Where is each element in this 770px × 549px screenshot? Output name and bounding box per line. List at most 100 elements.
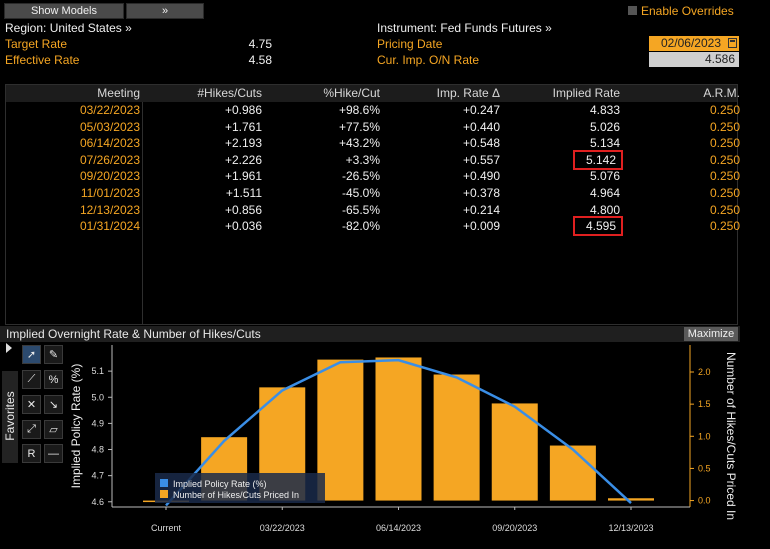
- cell-pct: +77.5%: [338, 119, 380, 134]
- table-row[interactable]: 03/22/2023 +0.986 +98.6% +0.247 4.833 0.250: [6, 102, 740, 118]
- effective-rate-value: 4.58: [248, 53, 272, 67]
- x-tick-label: 06/14/2023: [376, 523, 421, 533]
- pricing-date-value: 02/06/2023: [660, 36, 721, 50]
- bar: [433, 374, 480, 501]
- y-tick-label: 4.7: [91, 471, 104, 481]
- pen-tool-icon[interactable]: ✎: [44, 345, 63, 364]
- cell-delta: +0.009: [462, 219, 500, 234]
- x-tick-label: 03/22/2023: [260, 523, 305, 533]
- bar: [608, 498, 654, 501]
- trendline-tool-icon[interactable]: ✕: [22, 395, 41, 414]
- cur-imp-rate-label: Cur. Imp. O/N Rate: [377, 53, 480, 67]
- meetings-table: Meeting #Hikes/Cuts %Hike/Cut Imp. Rate …: [5, 84, 740, 325]
- cell-hikes: +0.036: [224, 219, 262, 234]
- line-tool-icon[interactable]: ⟋: [22, 370, 41, 389]
- cell-hikes: +2.193: [224, 136, 262, 151]
- pointer-tool-icon[interactable]: ➚: [22, 345, 41, 364]
- cell-delta: +0.557: [462, 152, 500, 167]
- channel-tool-icon[interactable]: ⤢: [22, 420, 41, 439]
- cell-hikes: +0.986: [224, 103, 262, 117]
- cell-pct: -65.5%: [341, 202, 380, 217]
- table-row[interactable]: 07/26/2023 +2.226 +3.3% +0.557 5.142 0.250: [6, 149, 740, 170]
- col-header-hikes[interactable]: #Hikes/Cuts: [197, 86, 262, 100]
- cell-arm: 0.250: [709, 136, 740, 151]
- toolbar-expand-icon[interactable]: [6, 343, 12, 353]
- enable-overrides-checkbox[interactable]: [628, 6, 637, 15]
- cur-imp-rate-input[interactable]: 4.586: [649, 52, 739, 67]
- cell-hikes: +2.226: [224, 152, 262, 167]
- cell-meeting: 09/20/2023: [79, 169, 140, 184]
- y-tick-label: 4.9: [91, 418, 104, 428]
- rectangle-tool-icon[interactable]: ▱: [44, 420, 63, 439]
- cell-pct: -26.5%: [341, 169, 380, 184]
- col-header-delta[interactable]: Imp. Rate Δ: [436, 86, 500, 100]
- y-tick-label: 5.1: [91, 366, 104, 376]
- y2-tick-label: 2.0: [698, 367, 711, 377]
- cell-delta: +0.440: [462, 119, 500, 134]
- legend-swatch-rate: [160, 479, 168, 487]
- cell-implied: 5.134: [589, 136, 620, 151]
- arrow-tool-icon[interactable]: ↘: [44, 395, 63, 414]
- pricing-date-input[interactable]: 02/06/2023: [649, 36, 739, 51]
- cell-meeting: 12/13/2023: [79, 202, 140, 217]
- text-tool-icon[interactable]: R: [22, 444, 41, 463]
- cell-arm: 0.250: [709, 202, 740, 217]
- cell-implied: 4.964: [589, 186, 620, 200]
- legend-label-hikes: Number of Hikes/Cuts Priced In: [173, 490, 299, 500]
- x-tick-label: Current: [151, 523, 182, 533]
- cell-pct: +98.6%: [338, 103, 380, 117]
- cell-implied: 4.833: [589, 103, 620, 117]
- implied-rate-line: [165, 358, 632, 507]
- table-row[interactable]: 12/13/2023 +0.856 -65.5% +0.214 4.800 0.250: [6, 202, 740, 218]
- implied-rate-chart[interactable]: 4.6 4.7 4.8 4.9 5.0 5.1 0.0 0.5 1.0 1.5 2.0 Implied…: [0, 342, 770, 549]
- cell-arm: 0.250: [709, 119, 740, 134]
- cell-hikes: +1.761: [224, 119, 262, 134]
- cell-implied: 5.026: [589, 119, 620, 134]
- table-row[interactable]: 09/20/2023 +1.961 -26.5% +0.490 5.076 0.250: [6, 168, 740, 184]
- show-models-button[interactable]: Show Models: [4, 3, 124, 19]
- percent-tool-icon[interactable]: %: [44, 370, 63, 389]
- y2-axis-title: Number of Hikes/Cuts Priced In: [724, 352, 738, 520]
- col-header-pct[interactable]: %Hike/Cut: [323, 86, 380, 100]
- y2-tick-label: 1.5: [698, 399, 711, 409]
- cell-hikes: +1.511: [225, 186, 262, 200]
- col-header-arm[interactable]: A.R.M.: [703, 86, 740, 100]
- cell-arm: 0.250: [709, 169, 740, 184]
- calendar-icon[interactable]: [728, 38, 737, 48]
- effective-rate-label: Effective Rate: [5, 53, 80, 67]
- cell-pct: -82.0%: [341, 219, 380, 234]
- cell-meeting: 07/26/2023: [79, 152, 140, 167]
- cell-arm: 0.250: [709, 103, 740, 117]
- table-header: Meeting #Hikes/Cuts %Hike/Cut Imp. Rate …: [6, 85, 740, 102]
- bar: [317, 359, 364, 501]
- cell-implied: 5.076: [589, 169, 620, 184]
- table-row[interactable]: 01/31/2024 +0.036 -82.0% +0.009 4.595 0.250: [6, 216, 740, 237]
- chart-panel-header: [0, 326, 740, 342]
- region-selector[interactable]: Region: United States »: [5, 21, 132, 35]
- instrument-selector[interactable]: Instrument: Fed Funds Futures »: [377, 21, 552, 35]
- horizontal-line-tool-icon[interactable]: —: [44, 444, 63, 463]
- enable-overrides-label[interactable]: Enable Overrides: [641, 4, 734, 18]
- column-divider: [142, 102, 143, 324]
- col-header-meeting[interactable]: Meeting: [97, 86, 140, 100]
- table-row[interactable]: 06/14/2023 +2.193 +43.2% +0.548 5.134 0.250: [6, 135, 740, 151]
- table-row[interactable]: 05/03/2023 +1.761 +77.5% +0.440 5.026 0.250: [6, 119, 740, 135]
- legend-swatch-hikes: [160, 490, 168, 498]
- cell-meeting: 03/22/2023: [79, 103, 140, 117]
- y-axis-title: Implied Policy Rate (%): [69, 364, 83, 489]
- cell-meeting: 06/14/2023: [79, 136, 140, 151]
- cell-arm: 0.250: [709, 152, 740, 167]
- y-tick-label: 4.6: [91, 497, 104, 507]
- y-tick-label: 5.0: [91, 392, 104, 402]
- favorites-tab[interactable]: Favorites: [2, 371, 18, 463]
- table-row[interactable]: 11/01/2023 +1.511 -45.0% +0.378 4.964 0.250: [6, 185, 740, 201]
- cell-meeting: 01/31/2024: [79, 219, 140, 234]
- cell-delta: +0.378: [462, 186, 500, 200]
- highlight-box: 5.142: [572, 149, 624, 170]
- cell-pct: -45.0%: [341, 186, 380, 200]
- col-header-implied[interactable]: Implied Rate: [552, 86, 620, 100]
- cell-hikes: +1.961: [224, 169, 262, 184]
- expand-button[interactable]: »: [126, 3, 204, 19]
- y2-tick-label: 1.0: [698, 431, 711, 441]
- maximize-button[interactable]: Maximize: [684, 327, 738, 341]
